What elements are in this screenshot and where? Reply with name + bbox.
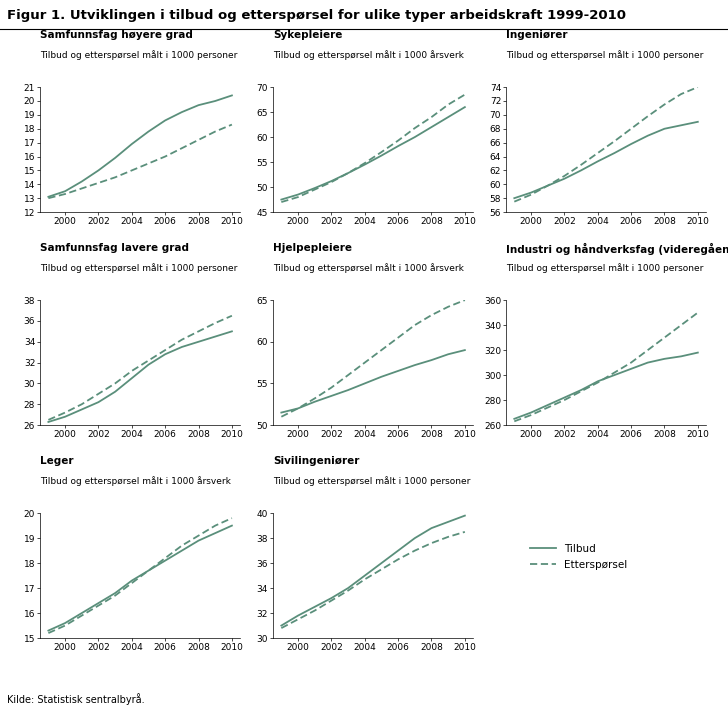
Text: Sivilingeniører: Sivilingeniører xyxy=(273,456,360,466)
Text: Samfunnsfag høyere grad: Samfunnsfag høyere grad xyxy=(40,30,193,40)
Legend: Tilbud, Etterspørsel: Tilbud, Etterspørsel xyxy=(526,540,632,574)
Text: Leger: Leger xyxy=(40,456,74,466)
Text: Industri og håndverksfag (videregående skole): Industri og håndverksfag (videregående s… xyxy=(506,243,728,255)
Text: Sykepleiere: Sykepleiere xyxy=(273,30,342,40)
Text: Tilbud og etterspørsel målt i 1000 personer: Tilbud og etterspørsel målt i 1000 perso… xyxy=(40,263,237,273)
Text: Tilbud og etterspørsel målt i 1000 personer: Tilbud og etterspørsel målt i 1000 perso… xyxy=(506,263,703,273)
Text: Tilbud og etterspørsel målt i 1000 personer: Tilbud og etterspørsel målt i 1000 perso… xyxy=(506,50,703,60)
Text: Tilbud og etterspørsel målt i 1000 årsverk: Tilbud og etterspørsel målt i 1000 årsve… xyxy=(273,263,464,273)
Text: Samfunnsfag lavere grad: Samfunnsfag lavere grad xyxy=(40,243,189,253)
Text: Tilbud og etterspørsel målt i 1000 årsverk: Tilbud og etterspørsel målt i 1000 årsve… xyxy=(273,50,464,60)
Text: Tilbud og etterspørsel målt i 1000 personer: Tilbud og etterspørsel målt i 1000 perso… xyxy=(40,50,237,60)
Text: Kilde: Statistisk sentralbyrå.: Kilde: Statistisk sentralbyrå. xyxy=(7,693,145,705)
Text: Ingeniører: Ingeniører xyxy=(506,30,567,40)
Text: Tilbud og etterspørsel målt i 1000 årsverk: Tilbud og etterspørsel målt i 1000 årsve… xyxy=(40,476,231,486)
Text: Figur 1. Utviklingen i tilbud og etterspørsel for ulike typer arbeidskraft 1999-: Figur 1. Utviklingen i tilbud og ettersp… xyxy=(7,9,626,21)
Text: Tilbud og etterspørsel målt i 1000 personer: Tilbud og etterspørsel målt i 1000 perso… xyxy=(273,476,470,486)
Text: Hjelpepleiere: Hjelpepleiere xyxy=(273,243,352,253)
